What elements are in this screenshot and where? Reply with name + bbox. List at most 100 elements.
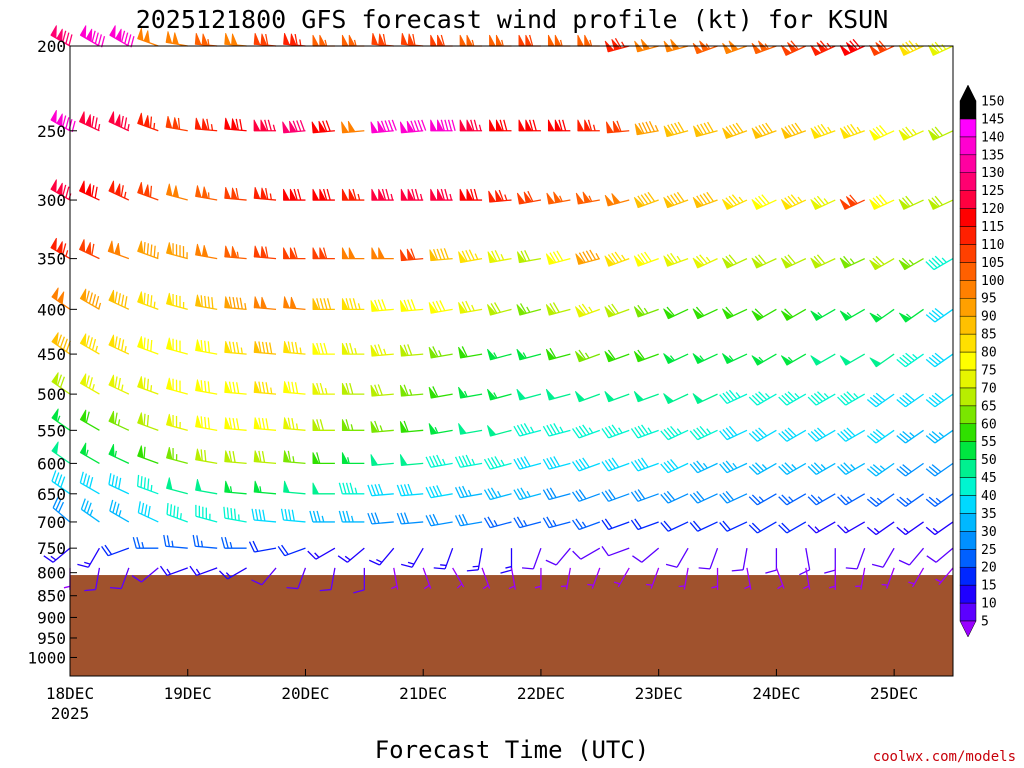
barb-pennant <box>487 348 497 361</box>
barb-flag <box>520 457 528 468</box>
barb-flag <box>239 119 243 131</box>
colorbar-swatch <box>959 154 977 173</box>
barb-flag <box>556 250 564 261</box>
barb-flag <box>689 430 699 441</box>
barb-half-flag <box>118 510 122 517</box>
barb-flag <box>637 425 646 436</box>
wind-barb <box>195 294 218 310</box>
barb-pennant <box>604 350 615 363</box>
barb-flag <box>490 487 498 498</box>
wind-barb <box>572 547 601 560</box>
barb-flag <box>634 518 642 529</box>
wind-barb <box>829 567 836 590</box>
barb-flag <box>849 194 858 204</box>
barb-pennant <box>224 341 232 354</box>
wind-barb <box>692 306 718 320</box>
wind-barb <box>131 567 159 583</box>
barb-flag <box>572 550 582 560</box>
wind-barb <box>312 342 335 355</box>
barb-flag <box>200 340 203 352</box>
barb-flag <box>660 463 669 474</box>
barb-flag <box>326 298 332 310</box>
barb-flag <box>323 298 328 310</box>
wind-barb <box>283 32 306 47</box>
barb-pennant <box>341 342 349 355</box>
barb-pennant <box>165 116 173 129</box>
wind-barb <box>896 462 924 477</box>
barb-flag <box>926 555 937 563</box>
barb-pennant <box>781 127 792 139</box>
barb-half-flag <box>823 198 829 204</box>
barb-flag <box>719 463 728 474</box>
barb-half-flag <box>728 355 734 361</box>
barb-flag <box>368 559 380 566</box>
barb-flag <box>748 396 758 406</box>
barb-flag <box>872 431 883 440</box>
barb-flag <box>465 300 472 312</box>
wind-barb <box>430 119 456 132</box>
wind-barb <box>224 341 247 355</box>
barb-flag <box>778 524 788 534</box>
barb-staff <box>875 493 895 507</box>
colorbar-swatch <box>959 369 977 389</box>
barb-half-flag <box>879 465 886 471</box>
barb-half-flag <box>508 585 515 590</box>
barb-flag <box>549 423 557 435</box>
barb-staff <box>608 462 630 472</box>
barb-pennant <box>312 482 320 495</box>
barb-flag <box>345 342 350 355</box>
wind-barb <box>898 257 924 271</box>
barb-pennant <box>928 129 940 141</box>
wind-barb <box>286 567 307 590</box>
y-tick-label: 350 <box>37 250 66 269</box>
barb-flag <box>582 457 590 468</box>
wind-barb <box>630 424 659 439</box>
barb-pennant <box>458 346 467 359</box>
barb-pennant <box>378 188 386 201</box>
barb-flag <box>901 257 911 267</box>
barb-flag <box>572 461 580 472</box>
barb-flag <box>722 520 731 531</box>
barb-flag <box>411 188 416 201</box>
barb-staff <box>845 493 866 506</box>
barb-staff <box>532 547 542 570</box>
barb-flag <box>454 456 461 468</box>
barb-flag <box>931 128 940 138</box>
barb-flag <box>787 391 797 401</box>
barb-staff <box>786 521 807 534</box>
colorbar-label: 45 <box>981 471 997 486</box>
barb-staff <box>444 547 454 570</box>
barb-half-flag <box>272 124 276 131</box>
wind-barb <box>253 187 277 201</box>
pressure-axis: 2002503003504004505005506006507007508008… <box>27 37 77 667</box>
barb-half-flag <box>240 347 243 354</box>
wind-barb <box>253 32 277 47</box>
barb-flag <box>228 417 233 430</box>
barb-flag <box>552 251 560 262</box>
barb-flag <box>837 496 847 506</box>
barb-flag <box>616 120 622 132</box>
colorbar-swatch <box>959 280 977 299</box>
barb-half-flag <box>195 568 201 575</box>
barb-half-flag <box>932 527 939 533</box>
barb-flag <box>367 484 373 496</box>
barb-flag <box>258 450 262 463</box>
barb-flag <box>546 488 554 499</box>
barb-flag <box>528 119 534 131</box>
barb-flag <box>611 252 619 263</box>
barb-flag <box>765 569 777 574</box>
barb-flag <box>640 252 649 263</box>
barb-staff <box>805 567 811 590</box>
barb-flag <box>634 459 642 471</box>
colorbar-swatch <box>959 387 977 407</box>
wind-barb <box>807 521 836 534</box>
barb-flag <box>374 420 380 432</box>
barb-flag <box>483 517 491 528</box>
barb-staff <box>371 521 394 525</box>
barb-flag <box>71 120 76 133</box>
wind-barb <box>353 567 365 594</box>
barb-flag <box>581 303 590 314</box>
barb-half-flag <box>744 585 751 590</box>
barb-pennant <box>114 242 121 256</box>
barb-pennant <box>79 288 87 302</box>
